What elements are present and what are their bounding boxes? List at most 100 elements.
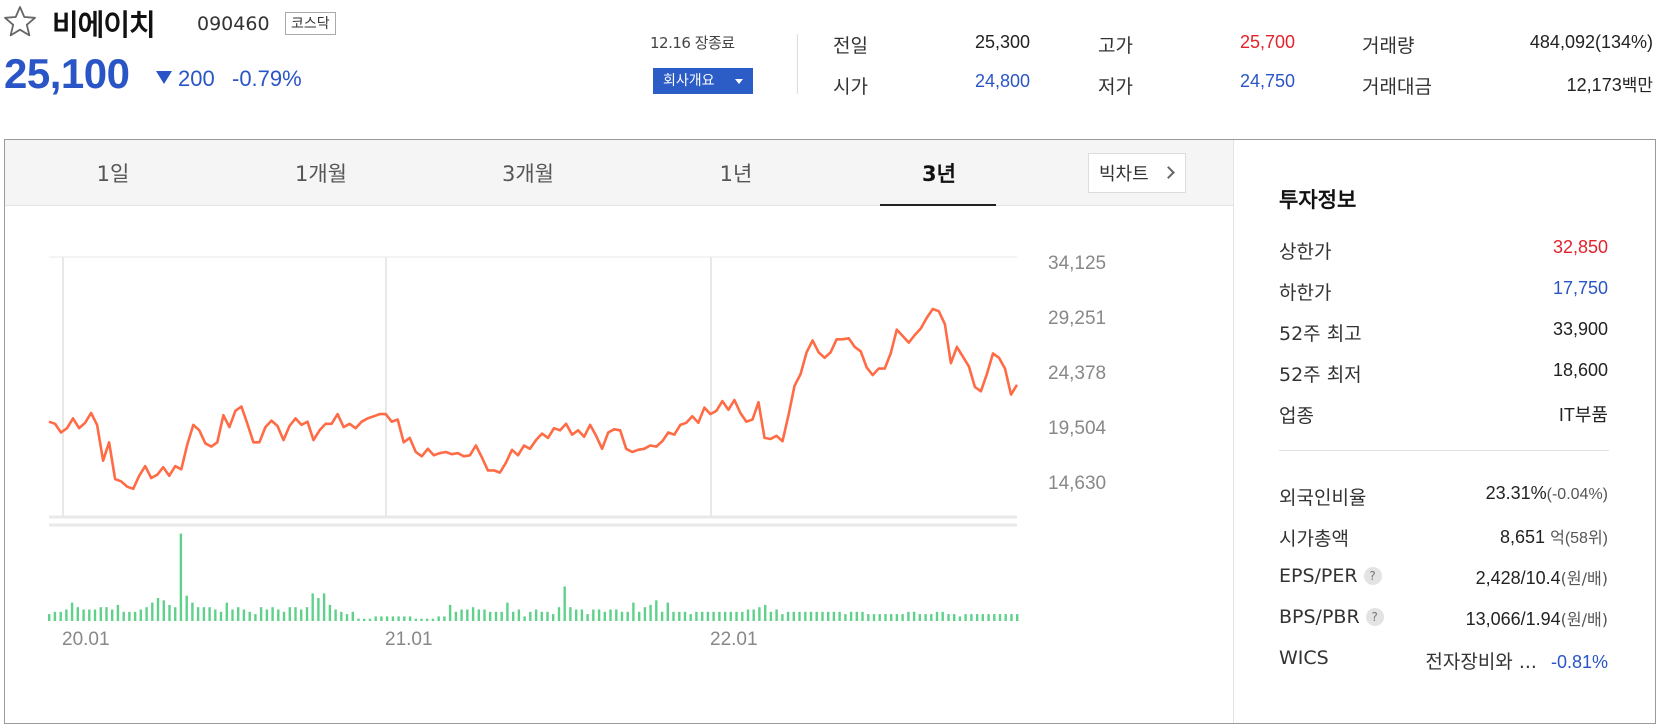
volume-bar [1004,614,1007,621]
volume-bar [471,607,475,621]
volume-bar [99,607,102,621]
volume-bar [993,614,996,621]
chart-panel: 1일 1개월 3개월 1년 3년 빅차트 34,125 29,251 24,378 1… [4,139,1656,724]
volume-bar [678,611,681,621]
volume-bar [872,614,876,621]
volume-bar [563,586,566,621]
wics-name: 전자장비와 ... [1425,651,1537,673]
y-tick-label: 14,630 [1048,473,1106,494]
volume-bar [941,611,944,621]
volume-bar [930,614,933,621]
volume-bar [953,614,956,621]
volume-bar [334,609,337,621]
volume-bar [477,609,480,621]
volume-bar [311,593,314,621]
volume-bar [895,614,899,621]
amount-label: 거래대금 [1362,76,1432,98]
tab-1day[interactable]: 1일 [96,162,130,186]
period-tabs: 1일 1개월 3개월 1년 3년 빅차트 [5,140,1233,206]
volume-bar [861,611,864,621]
volume-bar [832,611,836,621]
volume-bar [752,609,755,621]
volume-bar [827,611,830,621]
volume-bar [500,611,503,621]
upper-limit-label: 상한가 [1279,241,1332,263]
volume-bar [723,611,727,621]
high-value: 25,700 [1239,32,1295,52]
volume-bar [196,607,200,621]
volume-bar [225,602,228,621]
volume-bar [970,614,973,621]
volume-bar [340,611,343,621]
foreign-ratio-value: 23.31%(-0.04%) [1486,483,1608,504]
market-cap-label: 시가총액 [1279,528,1349,550]
active-tab-underline [880,204,996,206]
volume-bar [701,611,704,621]
invest-divider [1279,450,1609,451]
lower-limit-label: 하한가 [1279,282,1332,304]
stock-name: 비에이치 [52,8,156,42]
company-overview-label: 회사개요 [663,73,715,89]
x-tick-label: 20.01 [62,629,110,650]
current-price: 25,100 [4,50,130,97]
tab-3year[interactable]: 3년 [922,162,956,186]
eps-per-label: EPS/PER? [1279,565,1382,587]
volume-bar [729,611,732,621]
down-arrow-icon [156,71,172,84]
volume-bar [947,614,950,621]
volume-bar [185,595,188,621]
volume-bar [660,611,664,621]
side-divider [1233,140,1234,723]
bigchart-button[interactable]: 빅차트 [1088,153,1186,193]
company-overview-button[interactable]: 회사개요 [653,68,753,94]
eps-per-unit: (원/배) [1560,569,1608,588]
volume-bar [431,618,435,621]
volume-bar [1010,614,1013,621]
volume-bar [672,611,675,621]
stock-code: 090460 [197,13,270,35]
volume-bar [918,614,921,621]
volume-bar [403,616,406,621]
volume-bar [208,607,211,621]
market-cap-unit: 억 [1550,528,1565,547]
volume-bar [248,611,251,621]
favorite-star-icon[interactable] [2,4,38,40]
volume-bar [214,609,217,621]
prev-close-value: 25,300 [974,32,1030,52]
high-label: 고가 [1098,35,1133,57]
help-icon[interactable]: ? [1365,608,1384,626]
volume-bar [769,611,773,621]
volume-bar [111,609,114,621]
volume-bar [53,611,57,621]
open-label: 시가 [833,76,868,98]
volume-bar [620,611,624,621]
y-tick-label: 29,251 [1048,308,1106,329]
volume-bar [380,616,383,621]
price-chart[interactable]: 34,125 29,251 24,378 19,504 14,630 20.01 21.01… [5,207,1233,723]
market-cap-value: 8,651 억(58위) [1500,524,1608,548]
volume-bar [357,618,360,621]
help-icon[interactable]: ? [1363,567,1382,585]
volume-bar [878,614,881,621]
volume-bar [998,614,1002,621]
tab-1month[interactable]: 1개월 [294,162,347,186]
volume-bar [706,611,710,621]
volume-bar [689,614,692,621]
volume-bar [454,611,458,621]
tab-3month[interactable]: 3개월 [501,162,554,186]
tab-1year[interactable]: 1년 [719,162,753,186]
volume-bar [460,609,463,621]
volume-bar [133,611,137,621]
foreign-ratio-label: 외국인비율 [1279,487,1367,509]
volume-bar [981,614,984,621]
volume-bar [901,614,904,621]
volume-bar [282,611,286,621]
market-cap-number: 8,651 [1500,527,1546,547]
volume-bar [374,616,377,621]
volume-bar [483,609,486,621]
volume-bar [466,609,469,621]
volume-bar [76,607,79,621]
volume-bar [105,607,108,621]
volume-bar [322,593,326,621]
volume-bar [746,609,750,621]
